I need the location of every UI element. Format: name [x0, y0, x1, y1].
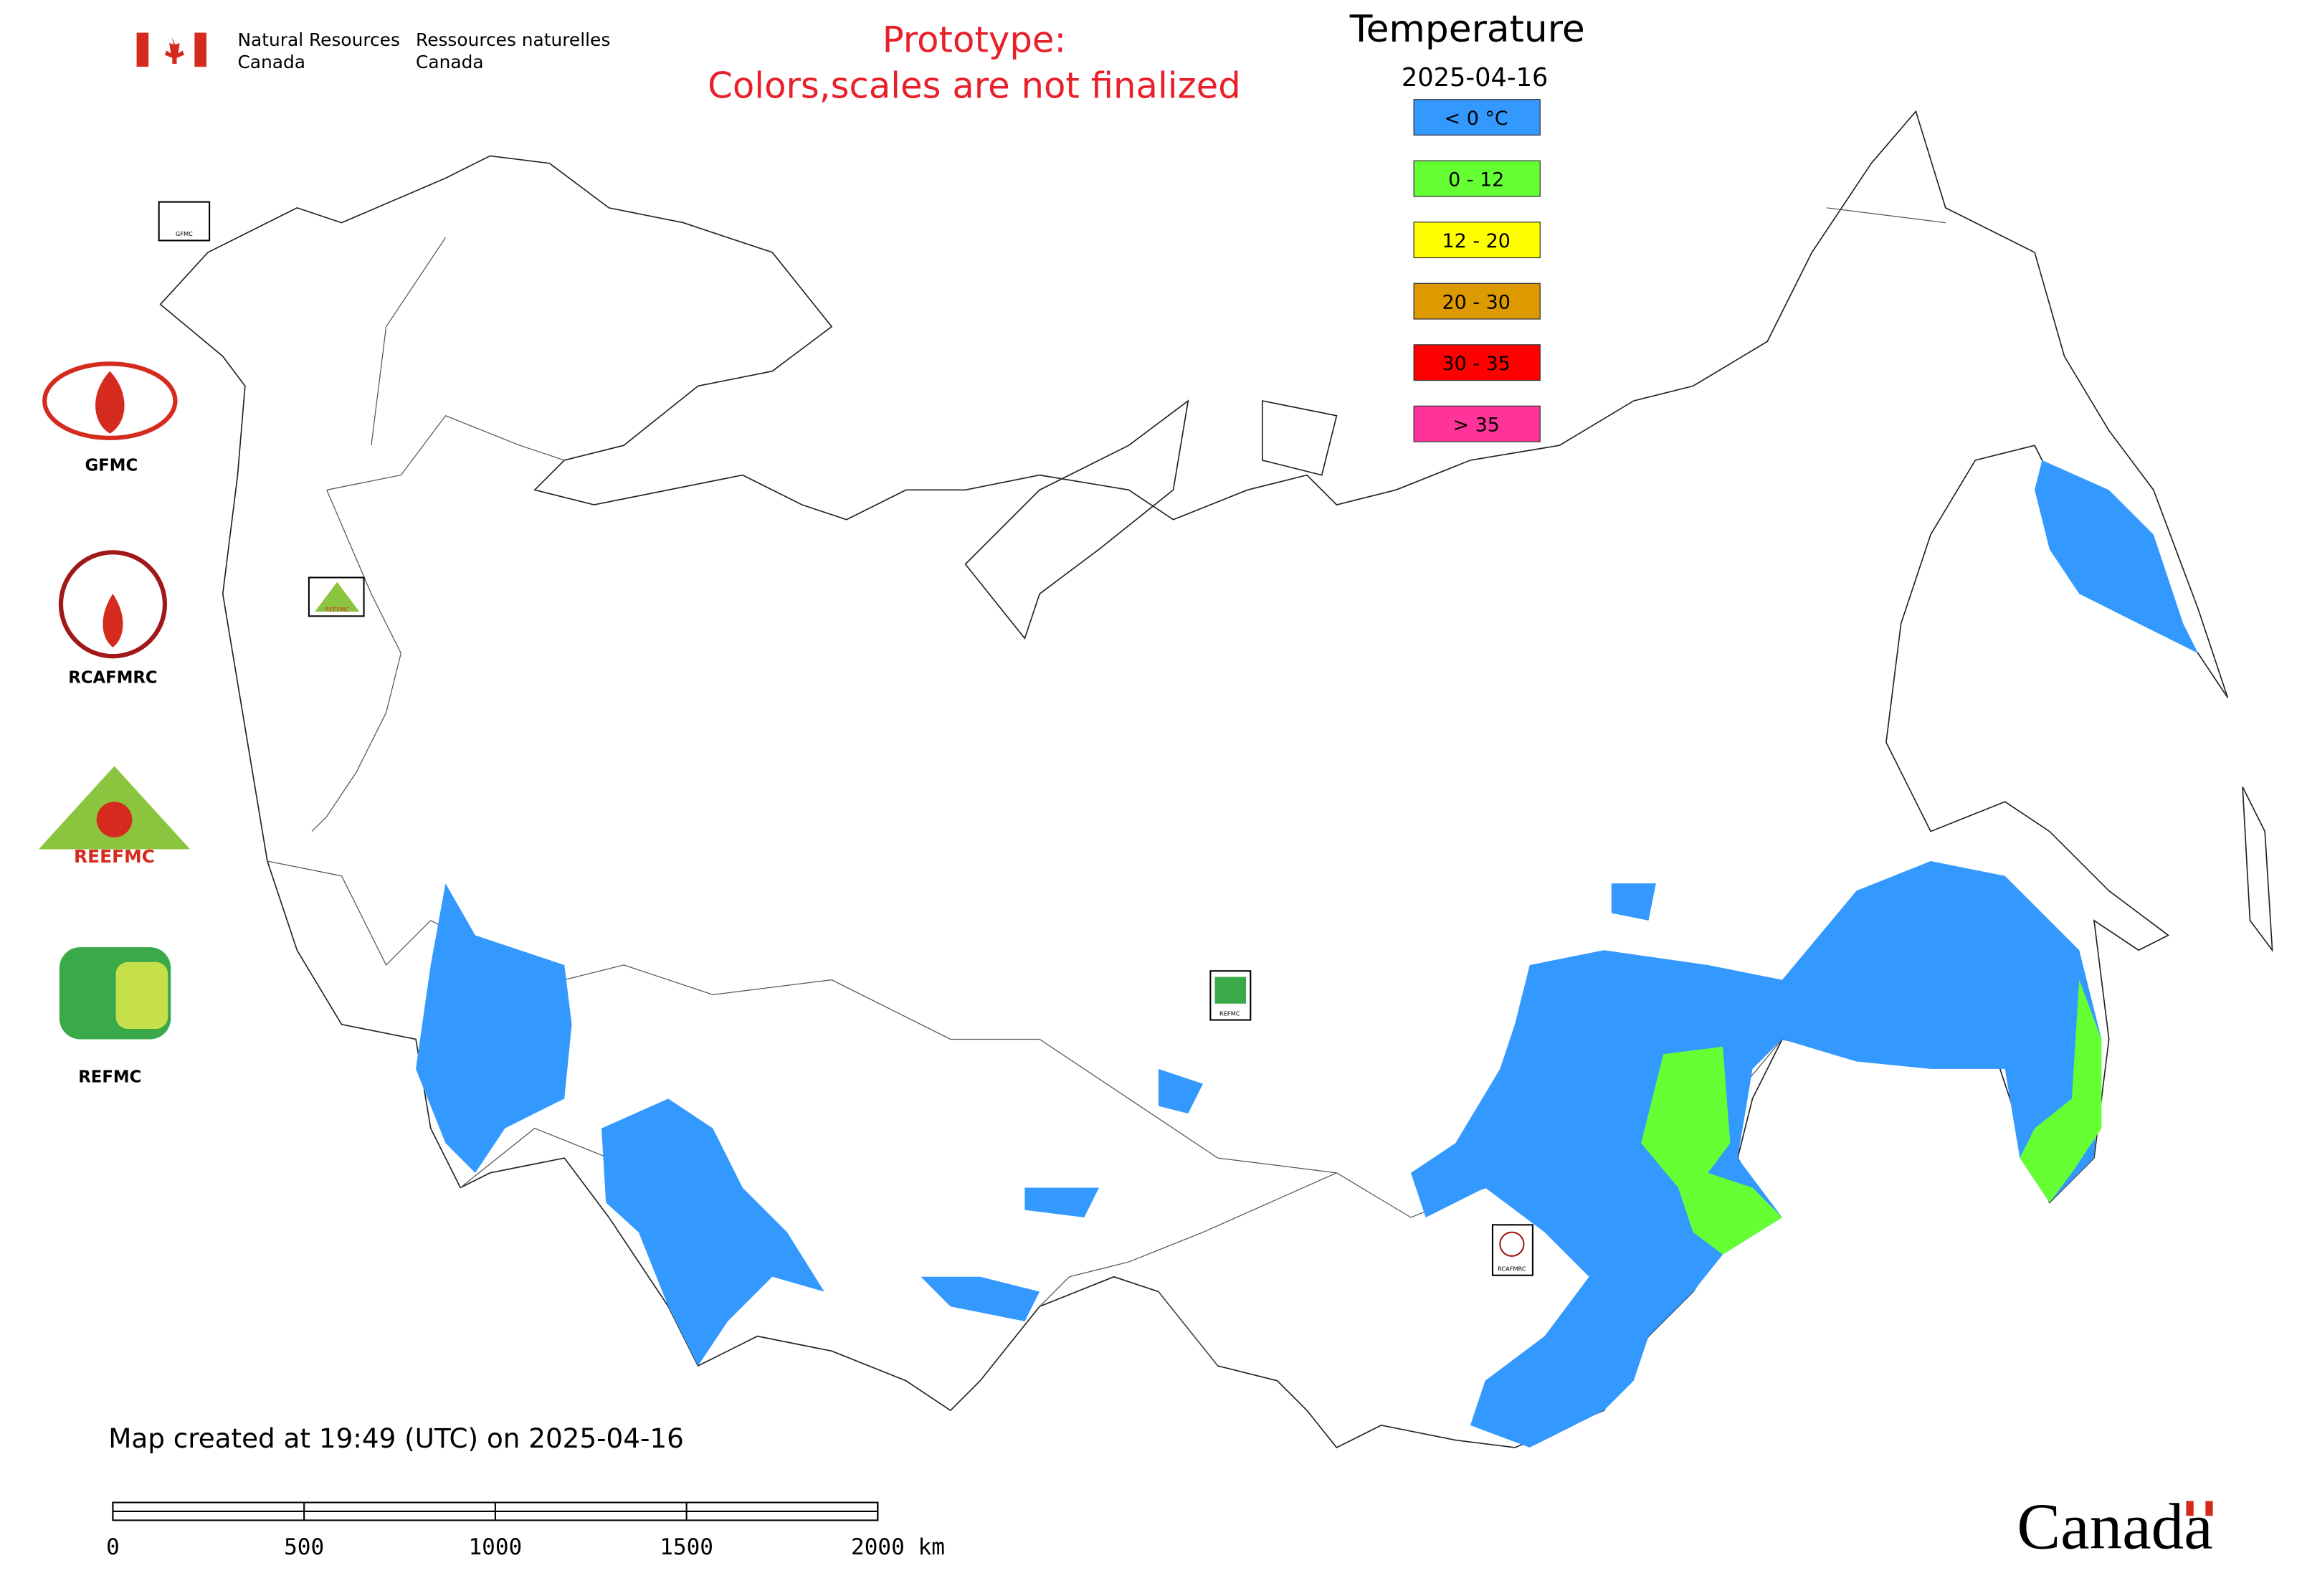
legend-label: 0 - 12	[1448, 168, 1504, 191]
scale-label: 1500	[660, 1534, 713, 1560]
logo-label: RCAFMRC	[68, 669, 157, 688]
org-name: Canada	[237, 52, 305, 72]
marker-label: RCAFMRC	[1498, 1265, 1526, 1273]
marker-icon	[315, 581, 360, 612]
marker-box	[1491, 1224, 1533, 1276]
markers: GFMC REEFMC REFMC RCAFMRC	[158, 201, 1533, 1276]
legend-swatch	[1413, 344, 1541, 381]
scale-bar: 0 500 1000 1500 2000 km	[106, 1501, 945, 1560]
legend-swatch	[1413, 222, 1541, 259]
legend-swatch	[1413, 160, 1541, 197]
map-created-note: Map created at 19:49 (UTC) on 2025-04-16	[108, 1422, 684, 1454]
logo-label: REEFMC	[74, 846, 155, 867]
cold-area	[2035, 460, 2198, 654]
org-name: Natural Resources	[237, 29, 399, 50]
marker-label: REFMC	[1219, 1010, 1240, 1017]
marker-icon	[1499, 1231, 1525, 1257]
flag-bar	[194, 32, 206, 67]
logo-label: GFMC	[85, 456, 138, 475]
legend-swatch	[1413, 405, 1541, 442]
legend-swatch	[1413, 99, 1541, 136]
logo-label: REFMC	[78, 1068, 141, 1087]
marker-box	[158, 201, 211, 242]
wordmark-flag	[2193, 1501, 2206, 1516]
canada-wordmark: Canada	[2017, 1491, 2212, 1563]
legend-label: 12 - 20	[1442, 230, 1511, 252]
cold-area	[1411, 861, 2102, 1448]
scale-label: 0	[106, 1534, 120, 1560]
prototype-notice: Prototype:	[883, 19, 1067, 60]
maple-leaf	[164, 37, 184, 65]
prototype-notice: Colors,scales are not finalized	[708, 65, 1241, 107]
mild-area	[1641, 1046, 1782, 1255]
legend-label: 30 - 35	[1442, 353, 1511, 375]
marker-label: REEFMC	[325, 606, 349, 613]
cold-area	[601, 1098, 824, 1367]
legend-label: > 35	[1453, 414, 1500, 437]
nrcan-signature: Natural Resources Canada Ressources natu…	[136, 29, 610, 72]
legend-swatch	[1413, 282, 1541, 320]
marker-label: GFMC	[176, 230, 193, 237]
legend-title: Temperature	[1349, 8, 1585, 51]
refmc-panel	[115, 961, 168, 1029]
logos: GFMC RCAFMRC REEFMC REFMC	[38, 361, 191, 1087]
flag-bar	[136, 32, 149, 67]
org-name: Canada	[416, 52, 484, 72]
mild-area	[2020, 979, 2102, 1203]
legend-label: 20 - 30	[1442, 292, 1511, 314]
marker-icon	[1214, 977, 1247, 1004]
scale-label: 2000 km	[851, 1534, 945, 1560]
scale-label: 500	[284, 1534, 324, 1560]
border	[371, 207, 1946, 1367]
cold-area	[416, 883, 572, 1173]
legend-date: 2025-04-16	[1402, 63, 1549, 92]
island	[964, 399, 2273, 952]
org-name: Ressources naturelles	[416, 29, 610, 50]
gfmc-logo	[42, 361, 178, 440]
legend: < 0 °C 0 - 12 12 - 20 20 - 30 30 - 35 > 35	[1413, 99, 1541, 442]
reefmc-emblem	[96, 802, 133, 837]
gfmc-flame	[95, 371, 125, 434]
coastline	[159, 110, 2229, 1448]
legend-label: < 0 °C	[1445, 108, 1508, 130]
rcafmrc-flame	[103, 594, 123, 647]
scale-label: 1000	[468, 1534, 522, 1560]
basemap	[159, 110, 2273, 1448]
temperature-field	[416, 460, 2198, 1448]
